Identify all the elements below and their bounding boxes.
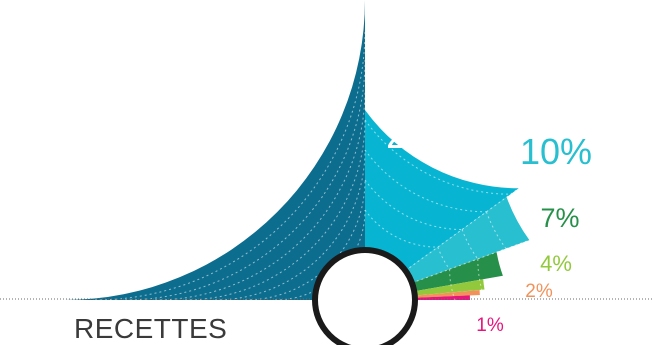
data-label-2: 2% (525, 281, 553, 302)
data-label-24: 24% (386, 113, 466, 157)
grid-arc (477, 258, 486, 301)
slice-52-percent (65, 0, 365, 300)
chart-labels: 52% 24% 10% 7% 4% 2% 1% (167, 113, 592, 336)
grid-arc (364, 209, 438, 248)
page-title: RECETTES (74, 313, 228, 344)
grid-arc (364, 149, 487, 213)
grid-arc (184, 119, 366, 301)
data-label-7: 7% (540, 203, 579, 233)
data-label-1: 1% (476, 315, 504, 336)
grid-arc (94, 29, 366, 301)
center-hole (312, 247, 418, 345)
grid-arc (364, 179, 463, 230)
data-label-10: 10% (520, 131, 592, 172)
grid-arc (461, 229, 479, 260)
grid-arc (364, 119, 511, 195)
data-label-52: 52% (167, 138, 263, 191)
grid-arc (244, 179, 366, 301)
grid-arc (485, 211, 507, 249)
data-label-4: 4% (540, 251, 572, 276)
